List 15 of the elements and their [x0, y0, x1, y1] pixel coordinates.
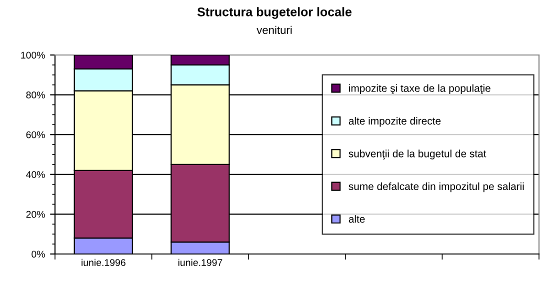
- x-tick-label: iunie.1996: [82, 258, 126, 266]
- y-tick-label: 40%: [26, 171, 45, 178]
- x-tick-label: iunie.1997: [178, 258, 222, 266]
- chart-subtitle: venituri: [256, 26, 292, 34]
- y-tick-label: 100%: [21, 52, 45, 59]
- chart-title: Structura bugetelor locale: [197, 7, 352, 19]
- y-tick-label: 0%: [32, 250, 45, 258]
- legend-label: subvenţii de la bugetul de stat: [348, 150, 486, 160]
- legend-label: alte impozite directe: [348, 116, 441, 127]
- y-tick-label: 80%: [26, 92, 45, 98]
- legend-label: impozite şi taxe de la populaţie: [349, 84, 490, 94]
- y-tick-label: 20%: [26, 210, 45, 218]
- legend-label: alte: [348, 215, 365, 223]
- y-tick-label: 60%: [26, 131, 45, 138]
- legend-label: sume defalcate din impozitul pe salarii: [348, 182, 524, 192]
